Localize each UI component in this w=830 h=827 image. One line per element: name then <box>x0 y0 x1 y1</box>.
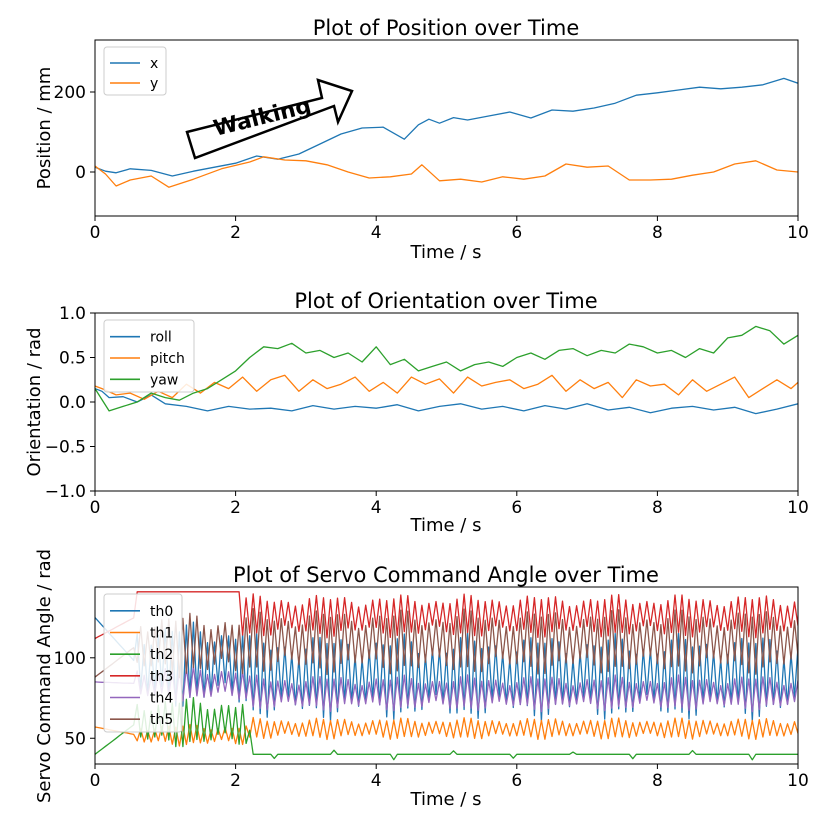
series-line-x <box>95 77 798 177</box>
plot-frame <box>94 586 799 765</box>
servo-chart-title: Plot of Servo Command Angle over Time <box>233 563 659 587</box>
position-chart: Plot of Position over Time 0 2 4 6 8 10 0 200 xy… <box>34 16 809 263</box>
series-group <box>95 325 798 415</box>
series-line-roll <box>95 387 798 415</box>
x-tick-label: 8 <box>652 498 663 518</box>
x-tick-label: 0 <box>90 223 101 243</box>
x-tick-label: 4 <box>371 223 382 243</box>
position-chart-title: Plot of Position over Time <box>313 16 580 40</box>
y-tick-label: 200 <box>54 83 86 103</box>
servo-chart: Plot of Servo Command Angle over Time 0 2… <box>34 549 809 810</box>
series-group <box>95 591 798 761</box>
servo-chart-ylabel: Servo Command Angle / rad <box>34 549 55 803</box>
y-tick-label: 0 <box>75 163 86 183</box>
y-tick-label: −1.0 <box>45 482 86 502</box>
x-tick-label: 0 <box>90 771 101 791</box>
legend: roll pitch yaw <box>103 319 195 393</box>
series-line-th4 <box>95 665 798 713</box>
y-tick-label: 1.0 <box>59 304 86 324</box>
x-tick-label: 6 <box>511 771 522 791</box>
x-tick-label: 8 <box>652 771 663 791</box>
x-tick-label: 6 <box>511 498 522 518</box>
legend: th0 th1 th2 th3 th4 th5 <box>103 593 183 733</box>
walking-arrow-label: Walking <box>211 94 314 142</box>
series-line-th3 <box>95 591 798 640</box>
legend-label-th0: th0 <box>150 604 173 620</box>
series-line-th5 <box>95 607 798 679</box>
series-group <box>95 77 798 188</box>
y-tick-label: 0.5 <box>59 349 86 369</box>
y-tick-label: 100 <box>54 649 86 669</box>
y-tick-label: 50 <box>64 729 86 749</box>
legend-label-x: x <box>150 56 158 72</box>
legend-label-th5: th5 <box>150 712 173 728</box>
x-tick-label: 2 <box>230 498 241 518</box>
y-tick-label: −0.5 <box>45 438 86 458</box>
orientation-chart-xlabel: Time / s <box>410 515 482 536</box>
x-tick-label: 2 <box>230 223 241 243</box>
x-tick-label: 2 <box>230 771 241 791</box>
series-line-y <box>95 156 798 188</box>
y-tick-label: 0.0 <box>59 393 86 413</box>
x-tick-label: 10 <box>787 498 809 518</box>
plot-frame <box>94 39 799 217</box>
orientation-plot-area: 0 2 4 6 8 10 −1.0 −0.5 0.0 0.5 1.0 roll pitch yaw <box>45 304 809 518</box>
legend: xy <box>103 46 167 96</box>
legend-label-yaw: yaw <box>150 372 178 388</box>
x-tick-label: 10 <box>787 223 809 243</box>
legend-box <box>103 319 195 393</box>
legend-label-th4: th4 <box>150 691 173 707</box>
x-tick-label: 4 <box>371 498 382 518</box>
x-tick-label: 0 <box>90 498 101 518</box>
legend-label-th1: th1 <box>150 626 173 642</box>
orientation-chart-title: Plot of Orientation over Time <box>294 289 597 313</box>
legend-label-th3: th3 <box>150 669 173 685</box>
position-chart-xlabel: Time / s <box>410 242 482 263</box>
walking-arrow-annotation: Walking <box>185 78 354 160</box>
x-tick-label: 4 <box>371 771 382 791</box>
servo-chart-xlabel: Time / s <box>410 789 482 810</box>
series-line-th0 <box>95 617 798 723</box>
series-line-th2 <box>95 697 798 761</box>
legend-label-y: y <box>150 76 158 92</box>
series-line-pitch <box>95 374 798 400</box>
legend-label-roll: roll <box>150 330 172 346</box>
legend-label-pitch: pitch <box>150 351 185 367</box>
position-plot-area: 0 2 4 6 8 10 0 200 xy <box>54 39 809 243</box>
walking-arrow-shape <box>185 78 354 160</box>
x-tick-label: 10 <box>787 771 809 791</box>
x-tick-label: 8 <box>652 223 663 243</box>
series-line-yaw <box>95 325 798 412</box>
plot-frame <box>94 312 799 492</box>
servo-plot-area: 0 2 4 6 8 10 50 100 th0 th1 th2 th3 th4 th5 <box>54 586 809 791</box>
orientation-chart-ylabel: Orientation / rad <box>24 328 45 477</box>
x-tick-label: 6 <box>511 223 522 243</box>
orientation-chart: Plot of Orientation over Time 0 2 4 6 8 10 −1.… <box>24 289 809 536</box>
legend-label-th2: th2 <box>150 647 173 663</box>
series-line-th1 <box>95 716 798 747</box>
position-chart-ylabel: Position / mm <box>34 67 55 190</box>
